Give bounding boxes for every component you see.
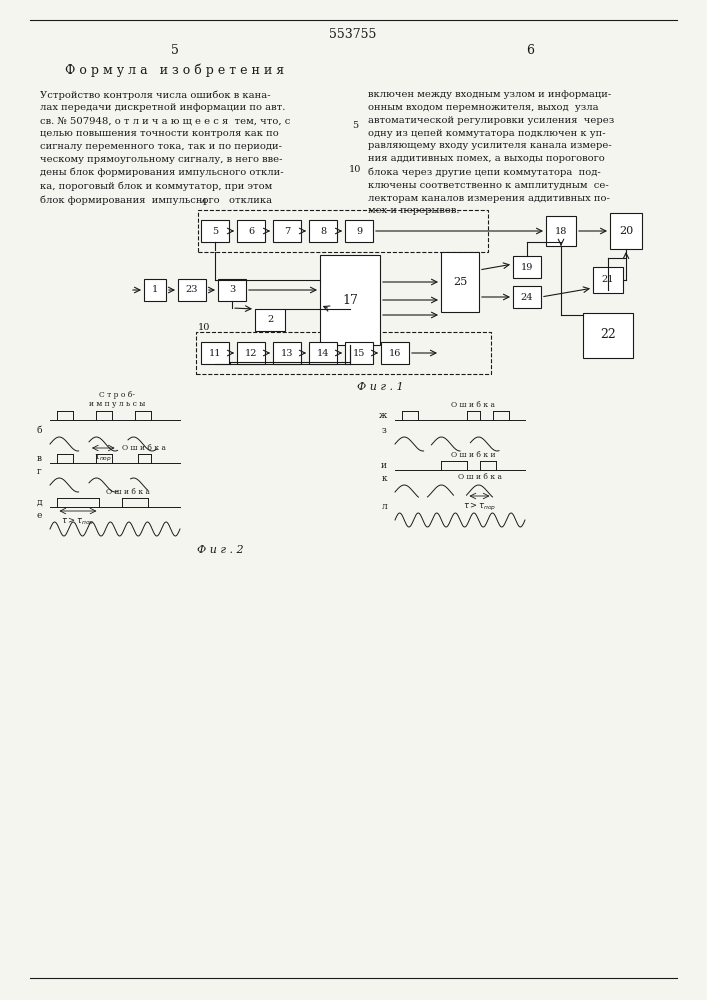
Text: Ф и г . 2: Ф и г . 2 (197, 545, 243, 555)
Bar (201, 220, 229, 242)
Bar (513, 256, 541, 278)
Text: 22: 22 (600, 328, 616, 342)
Text: г: г (37, 467, 42, 476)
Bar (273, 342, 301, 364)
Text: 10: 10 (198, 323, 211, 332)
Bar (345, 220, 373, 242)
Text: д: д (36, 498, 42, 507)
Bar (583, 312, 633, 358)
Text: б: б (37, 426, 42, 435)
Text: 19: 19 (521, 262, 533, 271)
Text: 8: 8 (320, 227, 326, 235)
Text: О ш и б к а: О ш и б к а (457, 473, 501, 481)
Text: С т р о б-
и м п у л ь с ы: С т р о б- и м п у л ь с ы (89, 391, 145, 408)
Text: 12: 12 (245, 349, 257, 358)
Text: е: е (37, 511, 42, 520)
Text: 10: 10 (349, 165, 361, 174)
Text: 9: 9 (356, 227, 362, 235)
Text: 6: 6 (248, 227, 254, 235)
Text: 18: 18 (555, 227, 567, 235)
Bar (273, 220, 301, 242)
Bar (546, 216, 576, 246)
Bar (218, 279, 246, 301)
Text: 17: 17 (342, 294, 358, 306)
Text: 25: 25 (453, 277, 467, 287)
Bar (237, 220, 265, 242)
Bar (196, 332, 491, 374)
Text: в: в (37, 454, 42, 463)
Text: Устройство контроля числа ошибок в кана-
лах передачи дискретной информации по а: Устройство контроля числа ошибок в кана-… (40, 90, 291, 205)
Text: Ф и г . 1: Ф и г . 1 (357, 382, 403, 392)
Text: 3: 3 (229, 286, 235, 294)
Text: включен между входным узлом и информаци-
онным входом перемножителя, выход  узла: включен между входным узлом и информаци-… (368, 90, 614, 215)
Text: 15: 15 (353, 349, 366, 358)
Bar (381, 342, 409, 364)
Text: 23: 23 (186, 286, 198, 294)
Text: О ш и б к а: О ш и б к а (106, 488, 150, 496)
Text: $\tau > \tau_{пор}$: $\tau > \tau_{пор}$ (463, 501, 496, 513)
Bar (441, 252, 479, 312)
Text: 20: 20 (619, 226, 633, 236)
Text: 16: 16 (389, 349, 401, 358)
Text: и: и (381, 461, 387, 470)
Bar (198, 210, 488, 252)
Text: з: з (382, 426, 387, 435)
Text: ж: ж (379, 411, 387, 420)
Bar (144, 279, 166, 301)
Text: 21: 21 (602, 275, 614, 284)
Bar (513, 286, 541, 308)
Text: 7: 7 (284, 227, 290, 235)
Text: 5: 5 (171, 43, 179, 56)
Text: 5: 5 (352, 120, 358, 129)
Text: О ш и б к а: О ш и б к а (122, 444, 165, 452)
Text: 553755: 553755 (329, 28, 377, 41)
Text: 1: 1 (152, 286, 158, 294)
Text: 14: 14 (317, 349, 329, 358)
Bar (237, 342, 265, 364)
Text: 13: 13 (281, 349, 293, 358)
Bar (610, 213, 642, 249)
Bar (320, 255, 380, 345)
Text: Ф о р м у л а   и з о б р е т е н и я: Ф о р м у л а и з о б р е т е н и я (66, 63, 284, 77)
Text: 6: 6 (526, 43, 534, 56)
Text: $\tau_{пор}$: $\tau_{пор}$ (94, 453, 112, 464)
Bar (345, 342, 373, 364)
Text: 5: 5 (212, 227, 218, 235)
Text: 24: 24 (521, 292, 533, 302)
Bar (309, 342, 337, 364)
Bar (593, 267, 623, 293)
Text: 4: 4 (201, 198, 207, 207)
Text: О ш и б к а: О ш и б к а (451, 401, 495, 409)
Bar (255, 309, 285, 331)
Text: л: л (381, 502, 387, 511)
Text: О ш и б к и: О ш и б к и (451, 451, 495, 459)
Text: 2: 2 (267, 316, 273, 324)
Bar (309, 220, 337, 242)
Text: к: к (382, 474, 387, 483)
Text: 11: 11 (209, 349, 221, 358)
Bar (178, 279, 206, 301)
Bar (201, 342, 229, 364)
Text: $\tau > \tau_{пор}$: $\tau > \tau_{пор}$ (61, 516, 94, 528)
